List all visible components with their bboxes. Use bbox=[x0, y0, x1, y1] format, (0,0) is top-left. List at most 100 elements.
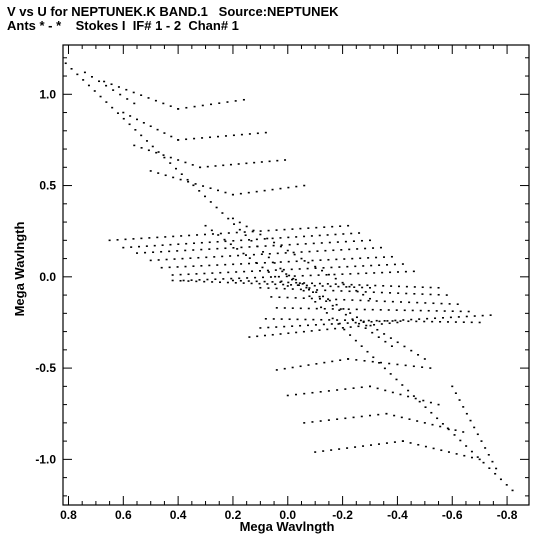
uv-point bbox=[463, 454, 466, 457]
uv-point bbox=[136, 252, 139, 254]
y-axis-label: Mega Wavlngth bbox=[12, 222, 27, 317]
uv-point bbox=[211, 281, 214, 283]
uv-point bbox=[360, 239, 363, 242]
uv-point bbox=[489, 314, 492, 316]
uv-point bbox=[437, 286, 440, 289]
y-tick-label: -1.0 bbox=[35, 452, 56, 466]
uv-point bbox=[307, 324, 310, 327]
uv-point bbox=[111, 106, 114, 109]
uv-point bbox=[305, 286, 308, 289]
uv-point bbox=[344, 388, 347, 390]
uv-point bbox=[218, 102, 221, 104]
uv-point bbox=[213, 256, 216, 258]
uv-point bbox=[237, 163, 240, 165]
uv-point bbox=[197, 256, 200, 259]
uv-point bbox=[314, 267, 317, 270]
x-tick-label: 0.0 bbox=[279, 508, 296, 522]
uv-point bbox=[331, 304, 334, 307]
uv-point bbox=[169, 243, 172, 246]
x-tick-label: 0.2 bbox=[225, 508, 242, 522]
uv-point bbox=[403, 345, 406, 348]
uv-point bbox=[331, 360, 334, 363]
uv-point bbox=[279, 267, 282, 270]
uv-point bbox=[210, 103, 213, 106]
uv-point bbox=[511, 489, 514, 492]
uv-point bbox=[272, 244, 275, 247]
uv-point bbox=[455, 453, 458, 455]
uv-point bbox=[184, 249, 187, 252]
uv-point bbox=[389, 292, 392, 294]
uv-point bbox=[459, 439, 462, 442]
uv-point bbox=[206, 165, 209, 168]
uv-point bbox=[449, 316, 452, 319]
uv-point bbox=[321, 285, 324, 287]
uv-point bbox=[337, 285, 340, 288]
uv-point bbox=[90, 76, 93, 78]
uv-point bbox=[326, 283, 329, 285]
uv-point bbox=[411, 309, 414, 312]
uv-point bbox=[364, 247, 367, 250]
uv-point bbox=[288, 318, 291, 321]
uv-point bbox=[177, 108, 180, 110]
uv-point bbox=[397, 292, 400, 294]
uv-point bbox=[439, 425, 442, 428]
uv-point bbox=[481, 314, 484, 317]
uv-point bbox=[157, 172, 160, 174]
uv-point bbox=[163, 132, 166, 134]
uv-point bbox=[344, 240, 347, 243]
uv-point bbox=[350, 283, 353, 286]
uv-point bbox=[179, 273, 182, 276]
uv-point bbox=[122, 246, 125, 249]
uv-point bbox=[287, 236, 290, 239]
uv-point bbox=[180, 235, 183, 237]
uv-point bbox=[441, 423, 444, 425]
uv-point bbox=[305, 284, 308, 287]
uv-point bbox=[322, 450, 325, 452]
uv-point bbox=[308, 287, 311, 289]
uv-point bbox=[223, 238, 226, 241]
plot-subtitle: Ants * - * Stokes I IF# 1 - 2 Chan# 1 bbox=[7, 18, 239, 33]
uv-point bbox=[487, 454, 490, 456]
uv-point bbox=[384, 340, 387, 343]
uv-point bbox=[291, 288, 294, 290]
uv-point bbox=[393, 441, 396, 443]
uv-point bbox=[324, 249, 327, 252]
uv-point bbox=[153, 244, 156, 247]
uv-point bbox=[169, 156, 172, 159]
uv-point bbox=[286, 249, 289, 252]
uv-point bbox=[252, 253, 255, 256]
uv-point bbox=[264, 131, 267, 134]
uv-point bbox=[349, 273, 352, 275]
uv-point bbox=[355, 308, 358, 311]
uv-point bbox=[327, 298, 330, 300]
uv-point bbox=[224, 191, 227, 194]
uv-point bbox=[308, 250, 311, 253]
uv-point bbox=[448, 303, 451, 305]
uv-point bbox=[140, 94, 143, 96]
uv-point bbox=[399, 301, 402, 303]
uv-point bbox=[181, 257, 184, 260]
uv-point bbox=[222, 164, 225, 167]
uv-point bbox=[417, 353, 420, 356]
uv-point bbox=[322, 295, 325, 298]
uv-point bbox=[226, 281, 229, 284]
uv-point bbox=[488, 467, 491, 470]
uv-point bbox=[375, 256, 378, 259]
uv-point bbox=[195, 273, 198, 275]
uv-point bbox=[304, 318, 307, 321]
uv-point bbox=[264, 245, 267, 247]
uv-point bbox=[314, 265, 317, 268]
uv-point bbox=[83, 71, 86, 74]
uv-point bbox=[417, 443, 420, 446]
uv-point bbox=[145, 245, 148, 247]
uv-point bbox=[456, 303, 459, 306]
uv-point bbox=[295, 185, 298, 188]
uv-point bbox=[244, 254, 247, 256]
uv-point bbox=[414, 397, 417, 400]
uv-point bbox=[164, 236, 167, 238]
uv-point bbox=[330, 266, 333, 269]
uv-point bbox=[294, 278, 297, 281]
uv-point bbox=[451, 310, 454, 313]
uv-point bbox=[184, 161, 187, 164]
uv-point bbox=[280, 244, 283, 246]
